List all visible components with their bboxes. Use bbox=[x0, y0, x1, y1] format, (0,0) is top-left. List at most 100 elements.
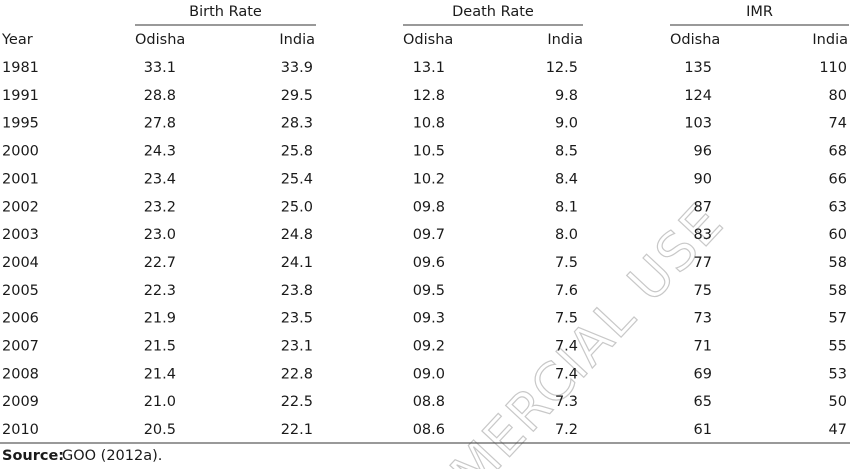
value-cell: 23.8 bbox=[281, 283, 313, 299]
value-cell: 7.4 bbox=[555, 366, 578, 382]
value-cell: 87 bbox=[694, 199, 712, 215]
value-cell: 22.1 bbox=[281, 422, 313, 438]
value-cell: 53 bbox=[829, 366, 847, 382]
value-cell: 13.1 bbox=[413, 60, 445, 76]
value-cell: 08.6 bbox=[413, 422, 445, 438]
source-text: GOO (2012a). bbox=[62, 448, 162, 464]
value-cell: 09.7 bbox=[413, 227, 445, 243]
group-header: Death Rate bbox=[452, 4, 534, 20]
value-cell: 24.1 bbox=[281, 255, 313, 271]
value-cell: 09.0 bbox=[413, 366, 445, 382]
value-cell: 23.1 bbox=[281, 339, 313, 355]
value-cell: 22.8 bbox=[281, 366, 313, 382]
watermark: MERCIAL USE bbox=[440, 192, 736, 469]
column-header: Odisha bbox=[403, 32, 453, 48]
year-cell: 2001 bbox=[2, 171, 39, 187]
value-cell: 110 bbox=[819, 60, 847, 76]
value-cell: 58 bbox=[829, 283, 847, 299]
year-cell: 1981 bbox=[2, 60, 39, 76]
year-cell: 1991 bbox=[2, 88, 39, 104]
value-cell: 25.0 bbox=[281, 199, 313, 215]
value-cell: 23.5 bbox=[281, 311, 313, 327]
value-cell: 09.8 bbox=[413, 199, 445, 215]
value-cell: 10.5 bbox=[413, 144, 445, 160]
value-cell: 9.8 bbox=[555, 88, 578, 104]
value-cell: 73 bbox=[694, 311, 712, 327]
year-cell: 2000 bbox=[2, 144, 39, 160]
value-cell: 63 bbox=[829, 199, 847, 215]
year-cell: 2003 bbox=[2, 227, 39, 243]
value-cell: 66 bbox=[829, 171, 847, 187]
value-cell: 23.2 bbox=[144, 199, 176, 215]
value-cell: 23.4 bbox=[144, 171, 176, 187]
value-cell: 33.9 bbox=[281, 60, 313, 76]
value-cell: 68 bbox=[829, 144, 847, 160]
value-cell: 65 bbox=[694, 394, 712, 410]
value-cell: 7.2 bbox=[555, 422, 578, 438]
value-cell: 7.4 bbox=[555, 339, 578, 355]
value-cell: 7.3 bbox=[555, 394, 578, 410]
column-header: Odisha bbox=[670, 32, 720, 48]
value-cell: 61 bbox=[694, 422, 712, 438]
value-cell: 21.5 bbox=[144, 339, 176, 355]
group-header: IMR bbox=[746, 4, 773, 20]
value-cell: 09.3 bbox=[413, 311, 445, 327]
column-header: India bbox=[812, 32, 848, 48]
value-cell: 24.8 bbox=[281, 227, 313, 243]
value-cell: 28.8 bbox=[144, 88, 176, 104]
value-cell: 21.9 bbox=[144, 311, 176, 327]
value-cell: 7.5 bbox=[555, 255, 578, 271]
column-header: Odisha bbox=[135, 32, 185, 48]
value-cell: 22.5 bbox=[281, 394, 313, 410]
value-cell: 124 bbox=[684, 88, 712, 104]
column-header: India bbox=[547, 32, 583, 48]
value-cell: 12.8 bbox=[413, 88, 445, 104]
year-cell: 2005 bbox=[2, 283, 39, 299]
year-cell: 1995 bbox=[2, 116, 39, 132]
value-cell: 33.1 bbox=[144, 60, 176, 76]
value-cell: 10.2 bbox=[413, 171, 445, 187]
year-cell: 2009 bbox=[2, 394, 39, 410]
value-cell: 24.3 bbox=[144, 144, 176, 160]
value-cell: 21.0 bbox=[144, 394, 176, 410]
value-cell: 8.0 bbox=[555, 227, 578, 243]
value-cell: 28.3 bbox=[281, 116, 313, 132]
source-label: Source: bbox=[2, 448, 64, 464]
value-cell: 8.1 bbox=[555, 199, 578, 215]
value-cell: 77 bbox=[694, 255, 712, 271]
value-cell: 60 bbox=[829, 227, 847, 243]
value-cell: 8.4 bbox=[555, 171, 578, 187]
value-cell: 09.2 bbox=[413, 339, 445, 355]
value-cell: 55 bbox=[829, 339, 847, 355]
value-cell: 7.5 bbox=[555, 311, 578, 327]
value-cell: 47 bbox=[829, 422, 847, 438]
value-cell: 27.8 bbox=[144, 116, 176, 132]
value-cell: 7.6 bbox=[555, 283, 578, 299]
value-cell: 25.8 bbox=[281, 144, 313, 160]
value-cell: 08.8 bbox=[413, 394, 445, 410]
value-cell: 83 bbox=[694, 227, 712, 243]
value-cell: 80 bbox=[829, 88, 847, 104]
value-cell: 10.8 bbox=[413, 116, 445, 132]
value-cell: 21.4 bbox=[144, 366, 176, 382]
value-cell: 96 bbox=[694, 144, 712, 160]
value-cell: 135 bbox=[684, 60, 712, 76]
value-cell: 20.5 bbox=[144, 422, 176, 438]
value-cell: 09.6 bbox=[413, 255, 445, 271]
value-cell: 75 bbox=[694, 283, 712, 299]
year-cell: 2006 bbox=[2, 311, 39, 327]
year-cell: 2007 bbox=[2, 339, 39, 355]
year-cell: 2004 bbox=[2, 255, 39, 271]
group-header: Birth Rate bbox=[189, 4, 262, 20]
column-header: Year bbox=[1, 32, 33, 48]
value-cell: 22.7 bbox=[144, 255, 176, 271]
column-header: India bbox=[279, 32, 315, 48]
value-cell: 29.5 bbox=[281, 88, 313, 104]
value-cell: 58 bbox=[829, 255, 847, 271]
value-cell: 25.4 bbox=[281, 171, 313, 187]
year-cell: 2002 bbox=[2, 199, 39, 215]
value-cell: 23.0 bbox=[144, 227, 176, 243]
year-cell: 2010 bbox=[2, 422, 39, 438]
value-cell: 8.5 bbox=[555, 144, 578, 160]
